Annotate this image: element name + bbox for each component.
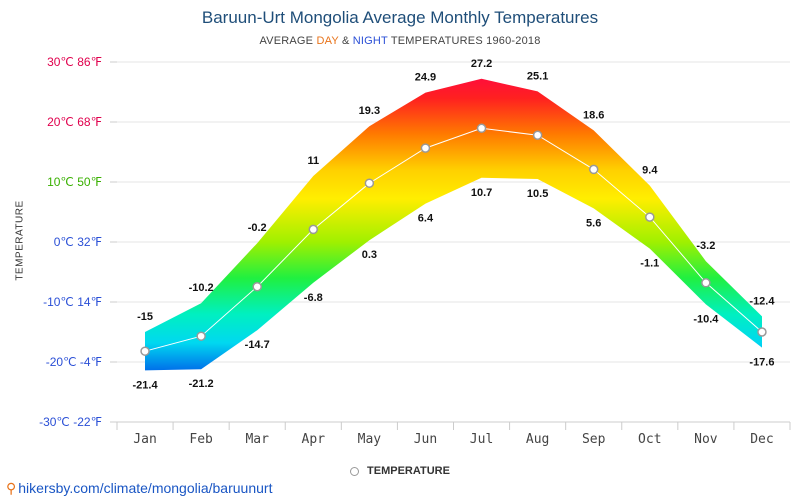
y-tick-label: -30℃ -22℉ [39, 415, 102, 429]
x-tick-label: May [358, 432, 382, 447]
x-tick-label: Jan [133, 432, 156, 447]
x-tick-label: Dec [750, 432, 773, 447]
average-point [308, 224, 319, 235]
y-tick-label: 20℃ 68℉ [47, 115, 102, 129]
legend-label: TEMPERATURE [367, 465, 450, 477]
night-value-label: -1.1 [640, 258, 659, 270]
average-point [420, 143, 431, 153]
subtitle-night: NIGHT [352, 35, 388, 47]
day-value-label: -0.2 [248, 222, 267, 234]
subtitle-amp: & [338, 35, 353, 47]
night-value-label: 0.3 [362, 249, 377, 261]
night-value-label: -21.4 [133, 379, 159, 391]
average-point [757, 327, 767, 337]
night-value-label: -14.7 [245, 339, 270, 351]
x-tick-label: Jul [470, 432, 493, 447]
x-tick-label: Aug [526, 432, 549, 447]
y-tick-label: 10℃ 50℉ [47, 175, 102, 189]
average-line [144, 127, 763, 352]
average-point [140, 346, 150, 356]
day-value-label: -15 [137, 311, 153, 323]
x-tick-label: Mar [245, 432, 269, 447]
source-text: hikersby.com/climate/mongolia/baruunurt [18, 480, 273, 496]
night-value-label: 6.4 [418, 213, 434, 225]
average-point [364, 178, 375, 188]
night-value-label: -17.6 [749, 357, 774, 369]
average-point [476, 123, 487, 134]
subtitle-day: DAY [316, 35, 339, 47]
day-value-label: 18.6 [583, 109, 604, 121]
average-point [252, 281, 262, 292]
y-tick-label: 30℃ 86℉ [47, 55, 102, 69]
legend[interactable]: TEMPERATURE [0, 465, 800, 477]
y-tick-label: -10℃ 14℉ [43, 295, 102, 309]
night-value-label: -6.8 [304, 292, 323, 304]
average-point [701, 278, 711, 288]
legend-marker-icon [350, 466, 360, 476]
day-night-band [145, 78, 762, 371]
day-value-label: -3.2 [696, 240, 715, 252]
source-link[interactable]: ⚲ hikersby.com/climate/mongolia/baruunurt [6, 480, 272, 497]
x-tick-label: Nov [694, 432, 718, 447]
x-tick-label: Apr [302, 432, 326, 447]
average-point [532, 130, 543, 140]
average-point [196, 331, 206, 341]
day-value-label: 24.9 [415, 72, 436, 84]
day-value-label: -10.2 [189, 282, 214, 294]
day-value-label: 27.2 [471, 58, 492, 70]
y-tick-label: 0℃ 32℉ [54, 235, 102, 249]
y-tick-label: -20℃ -4℉ [46, 355, 102, 369]
day-value-label: 11 [307, 155, 319, 167]
night-value-label: 10.5 [527, 188, 548, 200]
day-value-label: 9.4 [642, 165, 658, 177]
average-point [645, 212, 655, 222]
average-point [588, 164, 599, 175]
subtitle-suffix: TEMPERATURES 1960-2018 [387, 35, 541, 47]
night-value-label: 5.6 [586, 217, 601, 229]
night-value-label: -10.4 [693, 313, 719, 325]
day-value-label: 19.3 [359, 105, 380, 117]
x-tick-label: Oct [638, 432, 661, 447]
night-value-label: -21.2 [189, 378, 214, 390]
chart-title: Baruun-Urt Mongolia Average Monthly Temp… [201, 8, 599, 27]
map-pin-icon: ⚲ [6, 480, 17, 496]
day-value-label: -12.4 [749, 295, 775, 307]
night-value-label: 10.7 [471, 187, 492, 199]
subtitle-prefix: AVERAGE [259, 35, 317, 47]
x-tick-label: Feb [189, 432, 213, 447]
x-tick-label: Sep [582, 432, 606, 447]
x-tick-label: Jun [414, 432, 437, 447]
chart-subtitle: AVERAGE DAY & NIGHT TEMPERATURES 1960-20… [0, 35, 800, 47]
day-value-label: 25.1 [527, 70, 548, 82]
